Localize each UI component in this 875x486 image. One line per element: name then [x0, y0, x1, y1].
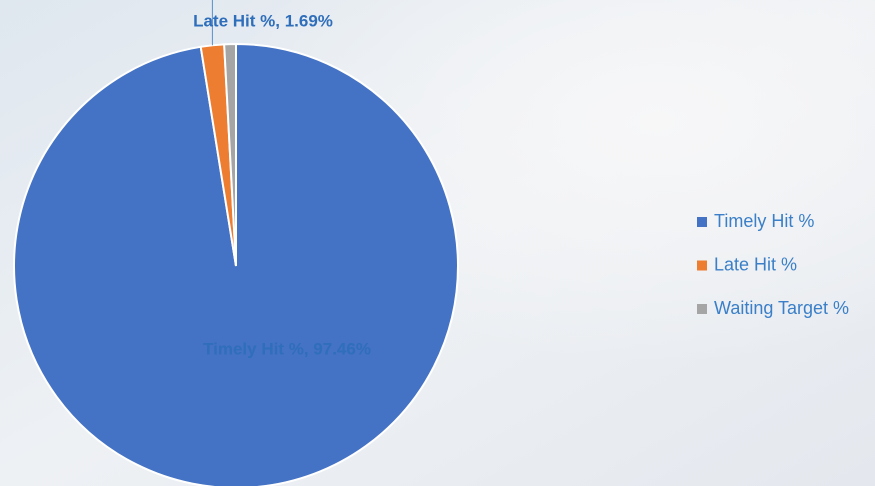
legend-swatch	[697, 260, 707, 271]
legend-swatch	[697, 304, 707, 314]
pie-slice	[223, 42, 237, 267]
data-label: Late Hit %, 1.69%	[193, 11, 333, 30]
legend-label: Waiting Target %	[714, 298, 849, 318]
legend-label: Timely Hit %	[714, 211, 814, 231]
legend-swatch	[697, 217, 707, 227]
legend-label: Late Hit %	[714, 254, 797, 274]
data-label: Timely Hit %, 97.46%	[203, 339, 371, 358]
